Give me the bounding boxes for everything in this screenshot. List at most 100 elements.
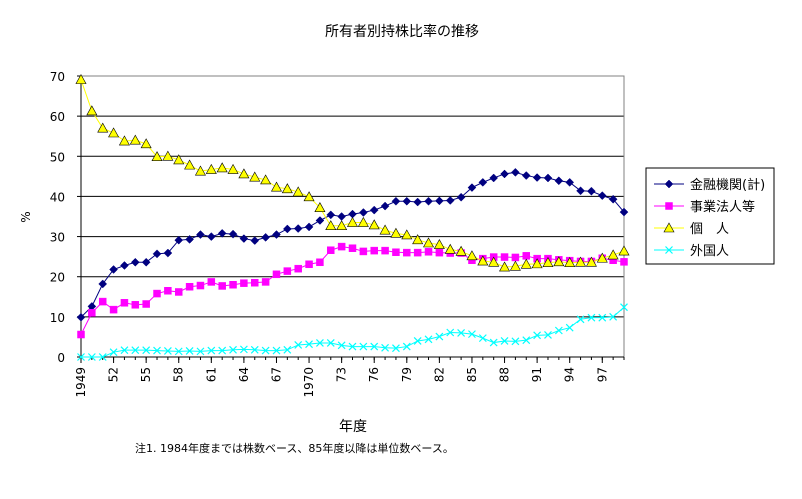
point-foreigners-1978	[392, 344, 400, 353]
point-financial-institutions-1969	[293, 224, 303, 233]
point-foreigners-1993	[554, 326, 563, 335]
point-financial-institutions-1949	[76, 312, 86, 322]
point-financial-institutions-1968	[282, 224, 292, 234]
point-individuals-1955	[140, 138, 152, 149]
point-financial-institutions-1970	[304, 222, 314, 232]
point-business-corporations-1990	[522, 252, 531, 260]
point-foreigners-1970-stroke-b	[305, 340, 313, 349]
point-foreigners-1949-stroke-b	[77, 353, 85, 361]
point-foreigners-1989-stroke-b	[511, 337, 520, 346]
point-foreigners-1962-stroke-b	[218, 346, 227, 355]
x-tick-label-76: 76	[367, 367, 381, 382]
point-individuals-1965	[249, 171, 261, 182]
point-individuals-1954	[129, 134, 141, 145]
point-business-corporations-1978	[392, 248, 400, 256]
point-individuals-1991	[531, 258, 543, 269]
point-financial-institutions-1959	[185, 235, 194, 244]
point-foreigners-1974	[348, 342, 357, 351]
point-foreigners-1983-stroke-b	[446, 328, 455, 337]
point-foreigners-1963	[229, 345, 237, 354]
y-tick-label-50: 50	[50, 150, 65, 164]
point-foreigners-1984-stroke-b	[457, 328, 466, 337]
point-financial-institutions-1974	[348, 209, 357, 219]
point-individuals-1983	[444, 243, 456, 254]
y-tick-label-30: 30	[50, 231, 65, 245]
point-foreigners-1999-stroke-b	[620, 303, 628, 312]
point-business-corporations-1951	[98, 297, 107, 306]
point-foreigners-1972-stroke-b	[326, 339, 335, 347]
legend-marker-individuals	[663, 222, 675, 233]
series-line-individuals	[80, 79, 625, 268]
point-individuals-1968	[281, 183, 293, 194]
point-financial-institutions-1982	[435, 196, 444, 206]
point-business-corporations-1960	[196, 281, 205, 290]
point-business-corporations-1962	[218, 282, 226, 290]
point-foreigners-1965	[250, 345, 259, 354]
point-foreigners-1950-stroke-b	[87, 353, 96, 361]
point-business-corporations-1970	[305, 260, 313, 269]
point-foreigners-1954	[131, 346, 140, 355]
point-financial-institutions-1996	[587, 186, 596, 196]
point-financial-institutions-1987	[489, 173, 499, 183]
x-tick-label-82: 82	[432, 367, 446, 382]
point-foreigners-1976-stroke-b	[370, 342, 379, 351]
series-foreigners	[77, 303, 628, 361]
point-financial-institutions-1960	[196, 230, 205, 239]
series-individuals	[75, 73, 630, 272]
point-foreigners-1953-stroke-b	[120, 346, 129, 355]
point-individuals-1978	[390, 227, 402, 238]
point-financial-institutions-1951	[98, 279, 108, 289]
point-foreigners-1959-stroke-b	[185, 347, 194, 355]
point-financial-institutions-1977	[380, 201, 390, 211]
point-foreigners-1978-stroke-b	[392, 344, 400, 353]
point-foreigners-1986-stroke-b	[478, 334, 487, 343]
point-individuals-1969	[292, 186, 304, 197]
point-business-corporations-1961	[207, 278, 216, 286]
point-individuals-1953	[118, 135, 130, 146]
point-foreigners-1965-stroke-b	[250, 345, 259, 354]
series-business-corporations	[77, 242, 628, 339]
point-financial-institutions-1998	[608, 194, 618, 204]
legend-label-foreigners: 外国人	[690, 244, 729, 259]
point-foreigners-1989	[511, 337, 520, 346]
point-individuals-1987	[488, 256, 500, 267]
point-foreigners-1970	[305, 340, 313, 349]
point-individuals-1950	[86, 105, 98, 116]
point-financial-institutions-1999	[619, 207, 629, 217]
point-foreigners-1958-stroke-b	[174, 347, 183, 356]
x-tick-label-64: 64	[237, 367, 251, 382]
point-foreigners-1957	[163, 347, 172, 355]
legend-marker-foreigners	[665, 246, 673, 254]
point-business-corporations-1954	[131, 301, 140, 309]
point-foreigners-1992-stroke-b	[544, 330, 552, 339]
point-foreigners-1949	[77, 353, 85, 361]
point-financial-institutions-1965	[250, 236, 260, 245]
point-foreigners-1984	[457, 328, 466, 337]
legend-marker-business-corporations	[665, 202, 673, 210]
point-financial-institutions-1975	[359, 208, 368, 217]
point-business-corporations-1968	[283, 267, 292, 275]
point-financial-institutions-1956	[152, 249, 162, 259]
point-foreigners-1985	[468, 330, 476, 339]
y-tick-label-10: 10	[50, 311, 65, 325]
point-foreigners-1988-stroke-b	[500, 337, 509, 345]
point-foreigners-1980	[413, 337, 422, 345]
point-individuals-1994	[564, 257, 576, 267]
x-tick-label-52: 52	[107, 367, 121, 382]
point-foreigners-1969	[294, 341, 303, 349]
point-individuals-1981	[423, 237, 435, 248]
point-foreigners-1982-stroke-b	[435, 332, 444, 341]
point-foreigners-1962	[218, 346, 227, 355]
footnote: 注1. 1984年度までは株数ベース、85年度以降は単位数ベース。	[135, 441, 454, 455]
point-financial-institutions-1980	[413, 197, 423, 207]
point-foreigners-1996-stroke-b	[587, 313, 596, 322]
point-individuals-1977	[379, 224, 391, 235]
point-business-corporations-1971	[316, 258, 324, 267]
point-business-corporations-1963	[229, 280, 237, 289]
point-foreigners-1964-stroke-b	[239, 345, 248, 354]
point-foreigners-1992	[544, 330, 552, 339]
point-foreigners-1987	[489, 338, 498, 347]
point-foreigners-1952-stroke-b	[109, 348, 118, 357]
